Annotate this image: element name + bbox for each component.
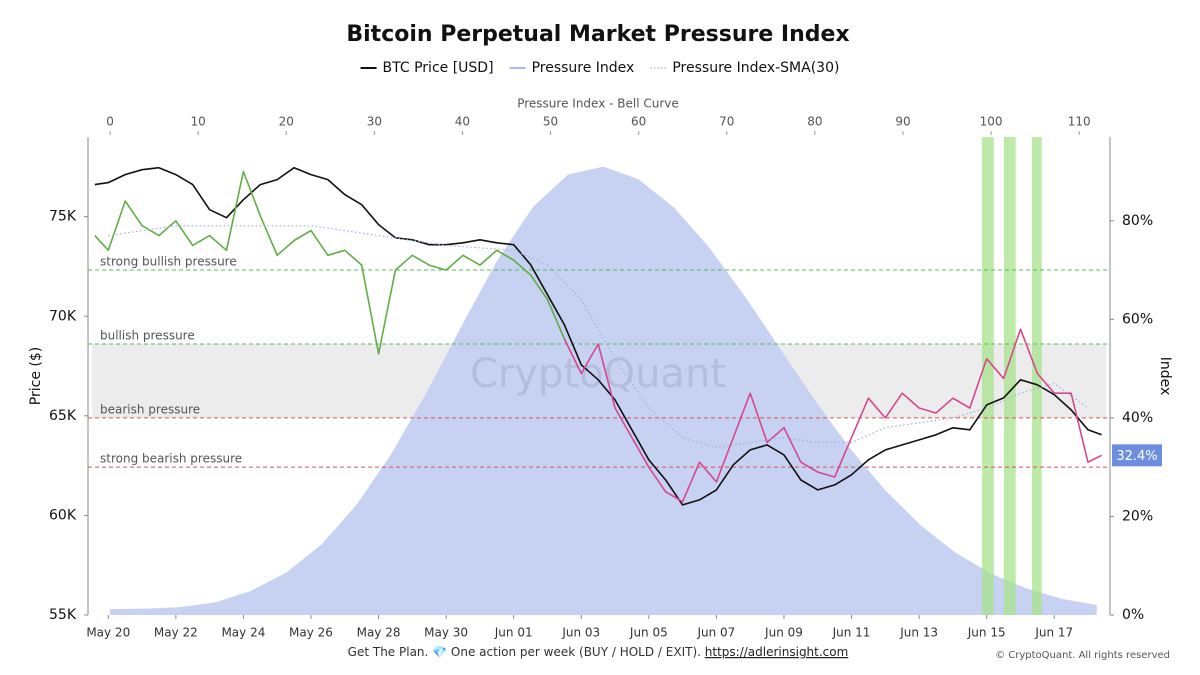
x2-tick-label: 110 [1068, 115, 1091, 129]
x-tick-label: May 28 [357, 626, 401, 640]
footer-text: Get The Plan. 💎 One action per week (BUY… [348, 645, 701, 659]
watermark: CryptoQuant [470, 351, 726, 397]
x-tick-label: May 30 [424, 626, 468, 640]
y-tick-label: 55K [49, 607, 77, 623]
x2-tick-label: 0 [106, 115, 114, 129]
x-tick-label: Jun 15 [967, 626, 1006, 640]
y-tick-label: 60K [49, 507, 77, 523]
x-tick-label: Jun 03 [561, 626, 600, 640]
x-tick-label: Jun 07 [696, 626, 735, 640]
y2-tick-label: 80% [1122, 213, 1153, 229]
x-tick-label: May 20 [86, 626, 130, 640]
highlight-band [1003, 137, 1016, 615]
level-label: bearish pressure [100, 402, 200, 416]
pressure-index-line [563, 328, 1102, 503]
x2-tick-label: 10 [190, 115, 205, 129]
x2-tick-label: 70 [719, 115, 734, 129]
x-tick-label: Jun 17 [1034, 626, 1073, 640]
y-axis-title: Price ($) [28, 347, 44, 405]
x-tick-label: May 22 [154, 626, 198, 640]
legend-label: Pressure Index [532, 60, 635, 76]
x-tick-label: Jun 11 [832, 626, 871, 640]
x2-tick-label: 80 [807, 115, 822, 129]
legend-label: BTC Price [USD] [383, 60, 494, 76]
bell-curve [110, 166, 1097, 615]
footer-link[interactable]: https://adlerinsight.com [705, 645, 849, 659]
x2-tick-label: 20 [279, 115, 294, 129]
x-tick-label: Jun 01 [494, 626, 533, 640]
x-tick-label: May 24 [221, 626, 265, 640]
y-tick-label: 65K [49, 408, 77, 424]
x2-tick-label: 100 [980, 115, 1003, 129]
x-tick-label: May 26 [289, 626, 333, 640]
sma-line [108, 225, 1089, 449]
value-label: 32.4% [1116, 449, 1157, 464]
pressure-index-line [94, 170, 566, 355]
legend: BTC Price [USD] Pressure Index Pressure In… [360, 60, 839, 76]
value-label-box [1112, 444, 1162, 467]
y2-tick-label: 20% [1122, 508, 1153, 524]
level-label: strong bearish pressure [100, 452, 242, 466]
legend-label: Pressure Index-SMA(30) [672, 60, 839, 76]
level-label: strong bullish pressure [100, 255, 237, 269]
highlight-band [1031, 137, 1042, 615]
x2-tick-label: 90 [895, 115, 910, 129]
x2-tick-label: 40 [455, 115, 470, 129]
x2-axis-title: Pressure Index - Bell Curve [517, 97, 679, 111]
y2-tick-label: 40% [1122, 410, 1153, 426]
price-line [94, 166, 1102, 506]
chart-title: Bitcoin Perpetual Market Pressure Index [346, 22, 849, 47]
x-tick-label: Jun 09 [764, 626, 803, 640]
copyright: © CryptoQuant. All rights reserved [995, 650, 1170, 661]
x-tick-label: Jun 05 [629, 626, 668, 640]
x2-tick-label: 50 [543, 115, 558, 129]
footer: Get The Plan. 💎 One action per week (BUY… [348, 645, 849, 659]
x2-tick-label: 30 [367, 115, 382, 129]
highlight-band [981, 137, 994, 615]
y-tick-label: 70K [49, 308, 77, 324]
x2-tick-label: 60 [631, 115, 646, 129]
y2-axis-title: Index [1157, 357, 1173, 396]
level-label: bullish pressure [100, 328, 195, 342]
y2-tick-label: 60% [1122, 311, 1153, 327]
y-tick-label: 75K [49, 209, 77, 225]
x-tick-label: Jun 13 [899, 626, 938, 640]
y2-tick-label: 0% [1122, 607, 1144, 623]
